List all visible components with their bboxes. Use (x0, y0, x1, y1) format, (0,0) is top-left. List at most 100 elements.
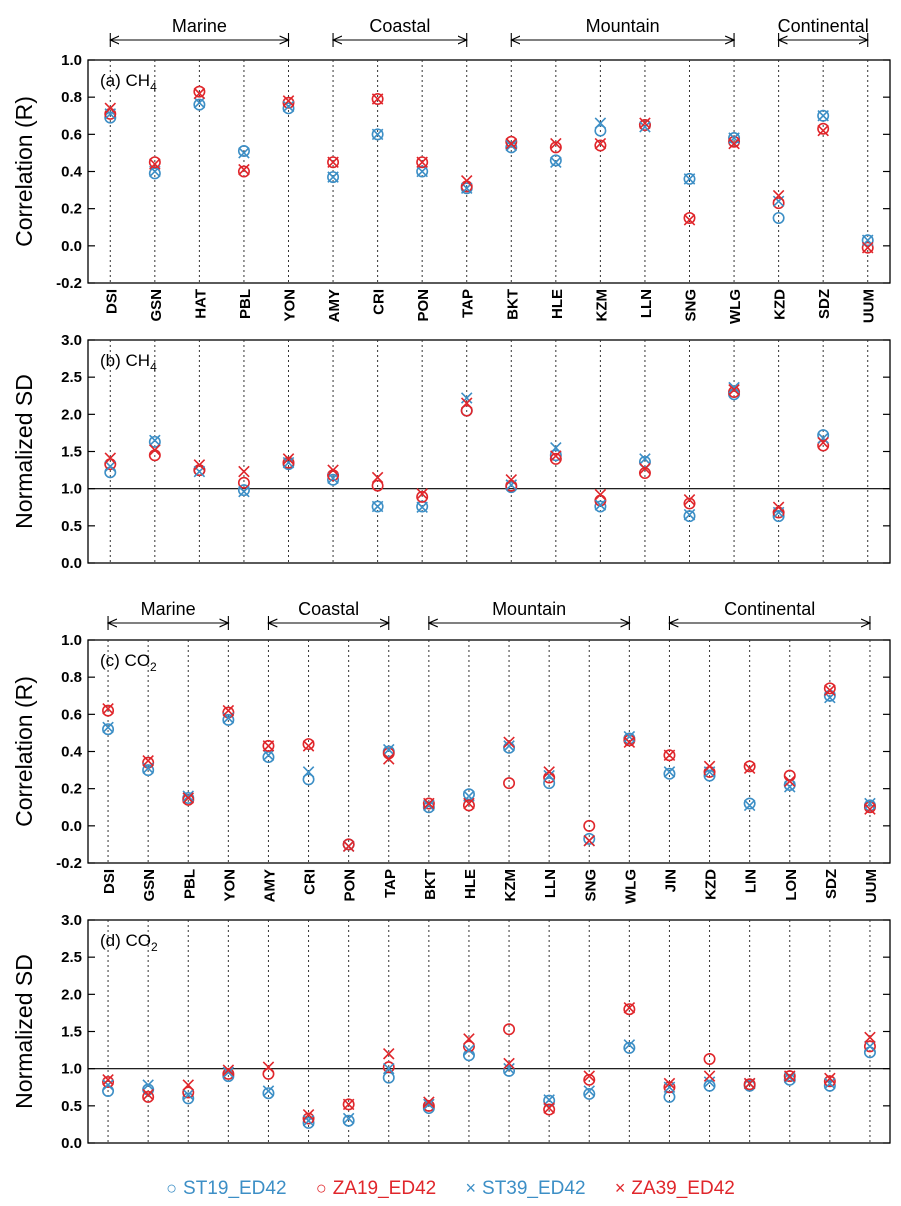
data-point-st39_ed42 (382, 1062, 395, 1075)
panel-b: 3.0 2.5 2.0 1.5 1.0 0.5 0.0 Normalized SD (b) CH… (11, 332, 891, 572)
data-point-za19_ed42 (102, 704, 115, 717)
data-point-za39_ed42 (683, 494, 696, 506)
data-point-st39_ed42 (728, 381, 740, 394)
data-point-za19_ed42 (549, 141, 562, 154)
x-tick-label: PON (342, 869, 359, 902)
data-point-st19_ed42 (623, 1041, 636, 1054)
y-tick-label: 1.5 (61, 1024, 82, 1041)
y-tick-label: 0.4 (61, 164, 83, 181)
data-point-za19_ed42 (683, 497, 696, 510)
y-tick-label: 2.5 (61, 949, 82, 966)
data-point-za39_ed42 (663, 1077, 676, 1090)
data-point-st19_ed42 (237, 484, 250, 497)
x-tick-label: HLE (549, 289, 566, 319)
data-point-st19_ed42 (583, 832, 596, 845)
data-point-st39_ed42 (503, 740, 515, 752)
data-point-st39_ed42 (817, 109, 829, 122)
panel-label-subscript: 4 (150, 80, 157, 94)
x-tick-label: KZM (502, 869, 519, 902)
x-tick-label: JIN (662, 869, 679, 892)
x-tick-label: BKT (504, 289, 521, 320)
panel-d: 3.0 2.5 2.0 1.5 1.0 0.5 0.0 Normalized SD (d) CO… (11, 912, 891, 1152)
data-point-st19_ed42 (222, 713, 235, 726)
y-tick-label: 2.0 (61, 986, 82, 1003)
legend-circle-icon: ○ (166, 1178, 178, 1198)
data-point-za19_ed42 (422, 1099, 435, 1112)
data-point-st19_ed42 (237, 145, 250, 158)
data-point-st19_ed42 (302, 773, 315, 786)
data-point-za19_ed42 (416, 490, 429, 503)
x-tick-label: SDZ (816, 289, 833, 319)
data-point-st19_ed42 (772, 211, 785, 224)
x-tick-label: GSN (141, 869, 158, 902)
data-point-za39_ed42 (817, 436, 829, 449)
data-point-st39_ed42 (505, 479, 518, 491)
data-point-za39_ed42 (639, 117, 651, 129)
data-point-za19_ed42 (282, 96, 295, 109)
data-point-za39_ed42 (583, 834, 596, 847)
data-point-za19_ed42 (623, 734, 636, 747)
panel-label-subscript: 2 (151, 940, 158, 954)
data-point-za39_ed42 (416, 488, 428, 500)
data-point-za39_ed42 (817, 124, 829, 137)
data-point-za39_ed42 (423, 797, 435, 810)
data-point-st19_ed42 (783, 1073, 796, 1086)
data-point-za39_ed42 (505, 137, 518, 150)
data-point-za19_ed42 (505, 135, 518, 148)
data-point-za39_ed42 (238, 163, 250, 176)
group-label: Mountain (492, 599, 566, 619)
data-point-st39_ed42 (663, 1081, 676, 1094)
data-point-st39_ed42 (371, 500, 384, 513)
panel-label-subscript: 2 (150, 660, 157, 674)
data-point-st39_ed42 (182, 1088, 195, 1101)
x-tick-label: LIN (743, 869, 760, 893)
data-point-za39_ed42 (222, 704, 235, 717)
data-point-za19_ed42 (302, 738, 315, 751)
data-point-st39_ed42 (302, 766, 315, 778)
x-tick-label: LON (783, 869, 800, 901)
data-point-st39_ed42 (639, 121, 651, 133)
x-tick-label: CRI (302, 869, 319, 895)
data-point-za19_ed42 (102, 1076, 115, 1089)
y-tick-label: -0.2 (56, 275, 82, 292)
data-point-za39_ed42 (505, 473, 518, 486)
data-point-za39_ed42 (594, 137, 607, 150)
legend: ○ ST19_ED42 ○ ZA19_ED42 × ST39_ED42 × ZA39_E… (0, 1178, 901, 1200)
data-point-za19_ed42 (549, 452, 562, 465)
data-point-za39_ed42 (728, 384, 740, 396)
data-point-st19_ed42 (416, 165, 429, 178)
data-point-st19_ed42 (302, 1116, 315, 1129)
data-point-st19_ed42 (683, 172, 696, 185)
data-point-st19_ed42 (743, 797, 756, 810)
data-point-st39_ed42 (282, 456, 295, 469)
data-point-za39_ed42 (743, 762, 756, 774)
x-tick-label: SDZ (823, 869, 840, 899)
y-tick-label: 1.0 (61, 52, 82, 69)
data-point-za19_ed42 (302, 1112, 315, 1125)
data-point-st39_ed42 (683, 173, 696, 185)
y-axis-label: Normalized SD (11, 374, 37, 529)
x-tick-label: TAP (460, 289, 477, 318)
legend-label: ST19_ED42 (183, 1178, 287, 1199)
data-point-st19_ed42 (262, 1087, 275, 1100)
data-point-za19_ed42 (503, 777, 516, 790)
x-tick-label: DSI (103, 289, 120, 314)
data-point-za19_ed42 (728, 135, 741, 148)
data-point-st39_ed42 (864, 1040, 876, 1053)
data-point-za19_ed42 (237, 476, 250, 489)
legend-item-st19: ○ ST19_ED42 (166, 1178, 286, 1200)
data-point-st19_ed42 (594, 124, 607, 137)
data-point-za39_ed42 (543, 766, 555, 778)
y-tick-label: 0.4 (61, 744, 83, 761)
y-tick-label: 0.2 (61, 201, 82, 218)
y-tick-label: 0.0 (61, 238, 82, 255)
data-point-za19_ed42 (783, 1070, 796, 1083)
data-point-za39_ed42 (861, 241, 874, 254)
data-point-za19_ed42 (142, 1090, 155, 1103)
y-axis-label: Normalized SD (11, 954, 37, 1109)
x-tick-label: PON (415, 289, 432, 322)
data-point-st19_ed42 (703, 769, 716, 782)
data-point-st19_ed42 (783, 778, 796, 791)
plot-frame (87, 339, 891, 564)
data-point-za19_ed42 (594, 139, 607, 152)
